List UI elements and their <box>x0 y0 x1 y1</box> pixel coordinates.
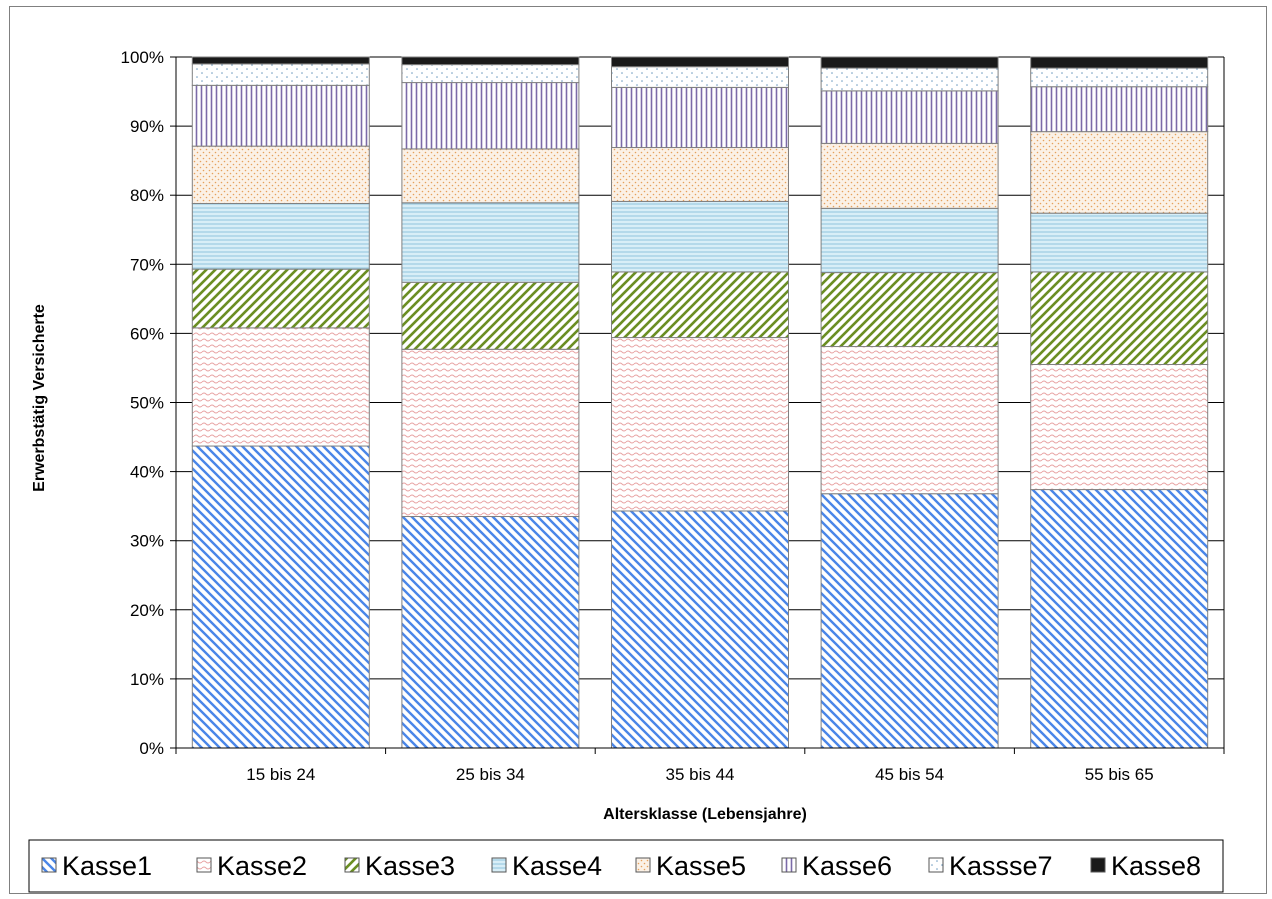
bar-segment-kasse6 <box>820 90 999 144</box>
bar-segment-kasse5 <box>401 148 580 204</box>
y-tick-labels: 0% 10% 20% 30% 40% 50% 60% 70% 80% 90% 100% <box>121 48 164 758</box>
chart-frame: 0% 10% 20% 30% 40% 50% 60% 70% 80% 90% 100% 15 bis… <box>9 6 1267 894</box>
legend-label: Kasse2 <box>217 851 307 881</box>
bar-segment-kasse3 <box>191 268 370 329</box>
bar-segment-kasse8 <box>820 56 999 69</box>
bars <box>191 56 1209 749</box>
bar-segment-kassse7 <box>401 64 580 84</box>
bar-segment-kasse6 <box>611 86 789 149</box>
x-tick-label: 25 bis 34 <box>456 765 525 784</box>
bar-segment-kassse7 <box>611 66 789 88</box>
legend-items: Kasse1 Kasse2 Kasse3 Kasse4 Kasse5 Kasse6 Kass… <box>41 851 1201 881</box>
bar-segment-kasse4 <box>611 200 789 273</box>
bar-segment-kasse6 <box>401 82 580 150</box>
bar-segment-kasse4 <box>1030 212 1209 273</box>
bar-segment-kasse5 <box>1030 131 1209 214</box>
bar-segment-kasse1 <box>820 493 999 749</box>
y-tick-label: 90% <box>130 117 164 136</box>
vertical-stripe-swatch <box>781 857 797 873</box>
horizontal-stripe-swatch <box>491 857 507 873</box>
bar-segment-kasse1 <box>1030 489 1209 749</box>
bar-segment-kassse7 <box>820 67 999 92</box>
x-tick-label: 45 bis 54 <box>875 765 944 784</box>
legend-label: Kasse8 <box>1111 851 1201 881</box>
x-tick-label: 35 bis 44 <box>666 765 735 784</box>
bar-segment-kasse2 <box>1030 363 1209 491</box>
bar-segment-kasse2 <box>191 327 370 447</box>
legend-label: Kasse6 <box>802 851 892 881</box>
bar-segment-kasse2 <box>401 348 580 518</box>
bar-segment-kasse2 <box>820 346 999 495</box>
legend-label: Kasse5 <box>656 851 746 881</box>
bar-segment-kasse6 <box>191 84 370 147</box>
legend-label: Kasse4 <box>512 851 602 881</box>
diagonal-stripe-swatch <box>344 857 360 873</box>
y-tick-label: 0% <box>139 739 164 758</box>
x-tick-labels: 15 bis 24 25 bis 34 35 bis 44 45 bis 54 55 b… <box>246 765 1153 784</box>
bar-segment-kasse1 <box>191 445 370 749</box>
bar-segment-kasse3 <box>820 272 999 348</box>
y-tick-label: 80% <box>130 186 164 205</box>
stacked-bar-chart: 0% 10% 20% 30% 40% 50% 60% 70% 80% 90% 100% 15 bis… <box>28 48 1225 893</box>
bar-segment-kasse5 <box>611 147 789 202</box>
y-tick-label: 50% <box>130 394 164 413</box>
bar-segment-kasse8 <box>1030 56 1209 69</box>
bar-segment-kasse3 <box>611 271 789 339</box>
x-tick-label: 55 bis 65 <box>1085 765 1154 784</box>
bar-segment-kasse1 <box>611 510 789 749</box>
y-axis-title: Erwerbstätig Versicherte <box>31 304 48 492</box>
bar-segment-kasse8 <box>191 56 370 65</box>
x-axis-title: Altersklasse (Lebensjahre) <box>603 806 807 823</box>
y-tick-label: 100% <box>121 48 164 67</box>
bar-segment-kasse5 <box>820 142 999 209</box>
solid-swatch <box>1090 857 1106 873</box>
bar-segment-kasse6 <box>1030 86 1209 133</box>
y-tick-label: 70% <box>130 255 164 274</box>
bar-segment-kasse8 <box>401 56 580 66</box>
y-tick-label: 60% <box>130 324 164 343</box>
bar-segment-kasse3 <box>401 281 580 350</box>
legend-label: Kasse1 <box>62 851 152 881</box>
legend-label: Kasse3 <box>365 851 455 881</box>
bar-segment-kasse4 <box>820 207 999 274</box>
x-tick-label: 15 bis 24 <box>246 765 315 784</box>
bar-segment-kasse4 <box>191 202 370 270</box>
bar-segment-kassse7 <box>1030 67 1209 88</box>
legend: Kasse1 Kasse2 Kasse3 Kasse4 Kasse5 Kasse6 Kass… <box>28 839 1224 893</box>
legend-label: Kassse7 <box>949 851 1053 881</box>
y-tick-label: 10% <box>130 670 164 689</box>
bar-segment-kasse3 <box>1030 271 1209 365</box>
bar-segment-kasse4 <box>401 202 580 283</box>
y-tick-label: 40% <box>130 463 164 482</box>
diagonal-stripe-swatch <box>41 857 57 873</box>
y-tick-label: 30% <box>130 532 164 551</box>
bar-segment-kassse7 <box>191 63 370 86</box>
dot-swatch <box>635 857 651 873</box>
bar-segment-kasse2 <box>611 337 789 512</box>
wave-swatch <box>196 857 212 873</box>
bar-segment-kasse5 <box>191 145 370 204</box>
legend-box <box>28 839 1224 893</box>
axes <box>175 57 1224 749</box>
sparse-dot-swatch <box>928 857 944 873</box>
y-tick-label: 20% <box>130 601 164 620</box>
bar-segment-kasse8 <box>611 56 789 68</box>
bar-segment-kasse1 <box>401 516 580 749</box>
